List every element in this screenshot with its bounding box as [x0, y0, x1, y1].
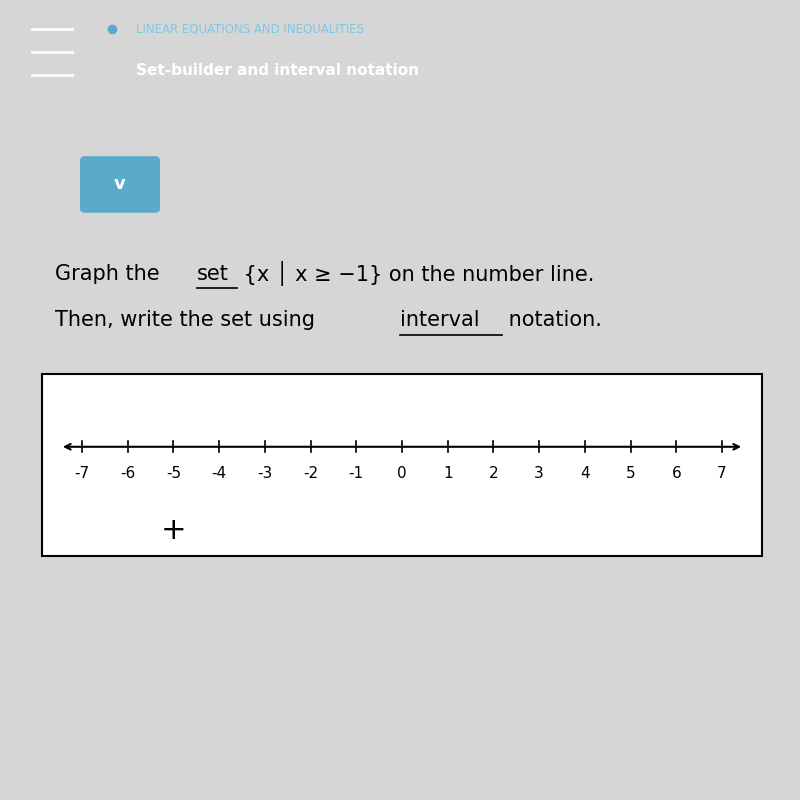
Text: -1: -1 — [349, 466, 364, 482]
Text: LINEAR EQUATIONS AND INEQUALITIES: LINEAR EQUATIONS AND INEQUALITIES — [136, 22, 364, 36]
Text: -7: -7 — [74, 466, 90, 482]
Text: v: v — [114, 175, 126, 194]
Text: set: set — [197, 264, 229, 284]
Text: Graph the: Graph the — [55, 264, 166, 284]
Text: 7: 7 — [717, 466, 727, 482]
Text: -3: -3 — [258, 466, 273, 482]
Text: 4: 4 — [580, 466, 590, 482]
Text: {x │ x ≥ −1} on the number line.: {x │ x ≥ −1} on the number line. — [237, 261, 594, 286]
Text: 3: 3 — [534, 466, 544, 482]
Text: Then, write the set using: Then, write the set using — [55, 310, 322, 330]
FancyBboxPatch shape — [80, 156, 160, 213]
Text: +: + — [161, 516, 186, 545]
Text: -6: -6 — [120, 466, 135, 482]
Text: -4: -4 — [211, 466, 226, 482]
Bar — [42, 374, 762, 557]
Text: Set-builder and interval notation: Set-builder and interval notation — [136, 63, 419, 78]
Text: 1: 1 — [443, 466, 453, 482]
Text: -5: -5 — [166, 466, 181, 482]
Text: -2: -2 — [303, 466, 318, 482]
Text: 0: 0 — [397, 466, 407, 482]
Text: 2: 2 — [489, 466, 498, 482]
Text: interval: interval — [400, 310, 480, 330]
Text: 5: 5 — [626, 466, 635, 482]
Text: notation.: notation. — [502, 310, 602, 330]
Text: 6: 6 — [671, 466, 681, 482]
